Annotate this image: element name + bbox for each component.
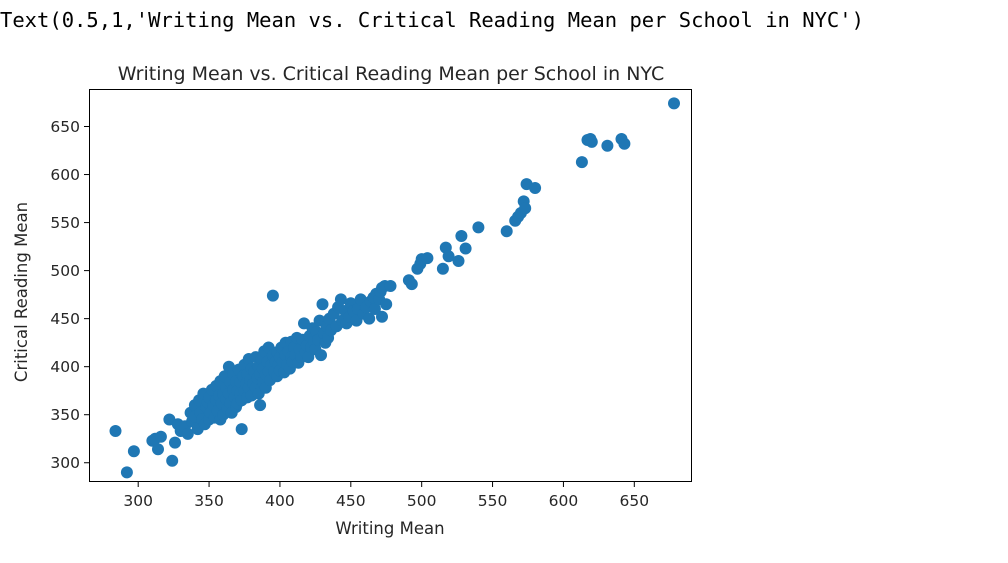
scatter-point	[601, 139, 614, 152]
scatter-point	[235, 423, 248, 436]
y-tick-label: 550	[50, 214, 80, 232]
x-tick-label: 450	[336, 492, 366, 510]
scatter-point	[421, 252, 434, 265]
scatter-point	[120, 466, 133, 479]
scatter-point	[442, 250, 455, 263]
scatter-point	[181, 427, 194, 440]
scatter-point	[529, 182, 542, 194]
x-tick-label: 400	[265, 492, 295, 510]
scatter-point	[315, 349, 327, 362]
scatter-point	[472, 221, 485, 234]
scatter-point	[452, 255, 465, 267]
x-tick-label: 500	[407, 492, 437, 510]
chart-title: Writing Mean vs. Critical Reading Mean p…	[118, 63, 665, 85]
scatter-point	[455, 230, 468, 242]
scatter-point	[316, 298, 329, 311]
y-tick-label: 400	[50, 358, 80, 376]
scatter-point	[154, 430, 167, 443]
scatter-point	[459, 242, 472, 255]
scatter-point	[380, 298, 393, 311]
scatter-point	[585, 135, 598, 148]
scatter-point	[152, 443, 164, 456]
scatter-point	[500, 225, 513, 238]
y-axis-label: Critical Reading Mean	[12, 202, 31, 382]
scatter-point	[519, 202, 532, 215]
scatter-point	[618, 137, 631, 150]
x-axis-label: Writing Mean	[335, 519, 444, 538]
y-tick-label: 350	[50, 406, 80, 424]
cell-output-text: Text(0.5,1,'Writing Mean vs. Critical Re…	[0, 8, 864, 32]
scatter-point	[334, 293, 347, 306]
scatter-point	[376, 310, 388, 323]
x-tick-label: 350	[194, 492, 224, 510]
scatter-point	[436, 262, 449, 275]
scatter-point	[169, 436, 181, 449]
scatter-point	[254, 399, 267, 412]
y-tick-label: 450	[50, 310, 80, 328]
x-tick-label: 550	[478, 492, 508, 510]
scatter-point	[127, 445, 140, 458]
scatter-point	[109, 425, 122, 437]
x-tick-label: 600	[549, 492, 579, 510]
scatter-point	[166, 454, 179, 467]
scatter-point	[302, 351, 315, 364]
y-axis-ticks: 300 350 400 450 500 550 600 650	[50, 118, 90, 472]
x-tick-label: 650	[620, 492, 650, 510]
scatter-point	[368, 303, 381, 315]
scatter-point	[575, 156, 588, 169]
plot-area-frame	[89, 89, 692, 482]
scatter-point	[405, 278, 418, 291]
scatter-point	[266, 289, 279, 302]
x-axis-ticks: 300 350 400 450 500 550 600 650	[123, 481, 649, 510]
scatter-point	[384, 280, 397, 292]
y-tick-label: 600	[50, 166, 80, 184]
y-tick-label: 300	[50, 454, 80, 472]
y-tick-label: 500	[50, 262, 80, 280]
x-tick-label: 300	[123, 492, 153, 510]
y-tick-label: 650	[50, 118, 80, 136]
scatter-point	[668, 97, 680, 110]
scatter-point	[363, 312, 376, 325]
scatter-points	[109, 97, 680, 479]
